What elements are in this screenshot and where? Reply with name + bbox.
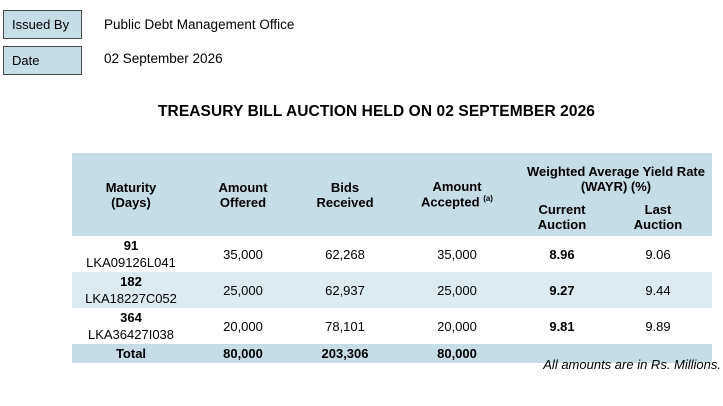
isin-code: LKA36427I038	[87, 327, 175, 342]
amount-accepted: 35,000	[394, 236, 520, 272]
page-title: TREASURY BILL AUCTION HELD ON 02 SEPTEMB…	[157, 103, 596, 120]
date-label: Date	[3, 46, 82, 75]
maturity-cell: 364 LKA36427I038	[72, 308, 190, 344]
maturity-cell: 182 LKA18227C052	[72, 272, 190, 308]
col-accepted-line1: Amount	[432, 179, 482, 195]
col-amount-offered: Amount Offered	[190, 153, 296, 236]
current-wayr: 8.96	[520, 236, 604, 272]
table-row: 182 LKA18227C052 25,000 62,937 25,000 9.…	[72, 272, 712, 308]
amounts-note: All amounts are in Rs. Millions.	[543, 357, 721, 372]
last-wayr: 9.44	[604, 272, 712, 308]
col-bids-received: Bids Received	[296, 153, 394, 236]
issued-by-label: Issued By	[3, 10, 82, 39]
maturity-days: 182	[120, 274, 142, 289]
col-bids-line2: Received	[316, 194, 374, 210]
current-wayr: 9.81	[520, 308, 604, 344]
col-maturity-unit: (Days)	[111, 194, 151, 210]
col-accepted-line2: Accepted	[421, 194, 480, 210]
maturity-days: 364	[120, 310, 142, 325]
table-row: 364 LKA36427I038 20,000 78,101 20,000 9.…	[72, 308, 712, 344]
col-current-auction: Current Auction	[520, 198, 604, 236]
amount-accepted: 25,000	[394, 272, 520, 308]
total-bids: 203,306	[296, 344, 394, 363]
col-bids-line1: Bids	[330, 179, 360, 195]
bids-received: 62,268	[296, 236, 394, 272]
total-label: Total	[72, 344, 190, 363]
total-accepted: 80,000	[394, 344, 520, 363]
auction-table: Maturity (Days) Amount Offered Bids Rece…	[72, 153, 712, 363]
current-wayr: 9.27	[520, 272, 604, 308]
issued-by-value: Public Debt Management Office	[104, 17, 295, 32]
col-amount-accepted: Amount Accepted (a)	[394, 153, 520, 236]
isin-code: LKA09126L041	[86, 255, 176, 270]
table-subheader-row: Current Auction Last Auction	[72, 198, 712, 236]
last-wayr: 9.06	[604, 236, 712, 272]
amount-offered: 25,000	[190, 272, 296, 308]
table-header-row: Maturity (Days) Amount Offered Bids Rece…	[72, 153, 712, 236]
col-maturity-label: Maturity	[105, 179, 157, 195]
total-offered: 80,000	[190, 344, 296, 363]
accepted-footnote-mark: (a)	[483, 194, 493, 204]
col-last-line1: Last	[644, 202, 672, 217]
amount-offered: 20,000	[190, 308, 296, 344]
date-value: 02 September 2026	[104, 51, 223, 66]
maturity-days: 91	[123, 238, 139, 253]
col-wayr-line2: (WAYR) (%)	[580, 179, 652, 194]
bids-received: 78,101	[296, 308, 394, 344]
col-wayr: Weighted Average Yield Rate (WAYR) (%)	[520, 153, 712, 198]
col-wayr-line1: Weighted Average Yield Rate	[527, 164, 705, 179]
col-amount-offered-line2: Offered	[219, 194, 267, 210]
amount-offered: 35,000	[190, 236, 296, 272]
col-last-auction: Last Auction	[604, 198, 712, 236]
col-last-line2: Auction	[633, 217, 683, 232]
isin-code: LKA18227C052	[85, 291, 177, 306]
total-row: Total 80,000 203,306 80,000	[72, 344, 712, 363]
col-maturity: Maturity (Days)	[72, 153, 190, 236]
table-row: 91 LKA09126L041 35,000 62,268 35,000 8.9…	[72, 236, 712, 272]
col-amount-offered-line1: Amount	[218, 179, 268, 195]
maturity-cell: 91 LKA09126L041	[72, 236, 190, 272]
total-current-empty	[520, 344, 604, 363]
bids-received: 62,937	[296, 272, 394, 308]
col-current-line2: Auction	[537, 217, 587, 232]
last-wayr: 9.89	[604, 308, 712, 344]
col-current-line1: Current	[538, 202, 586, 217]
amount-accepted: 20,000	[394, 308, 520, 344]
total-last-empty	[604, 344, 712, 363]
